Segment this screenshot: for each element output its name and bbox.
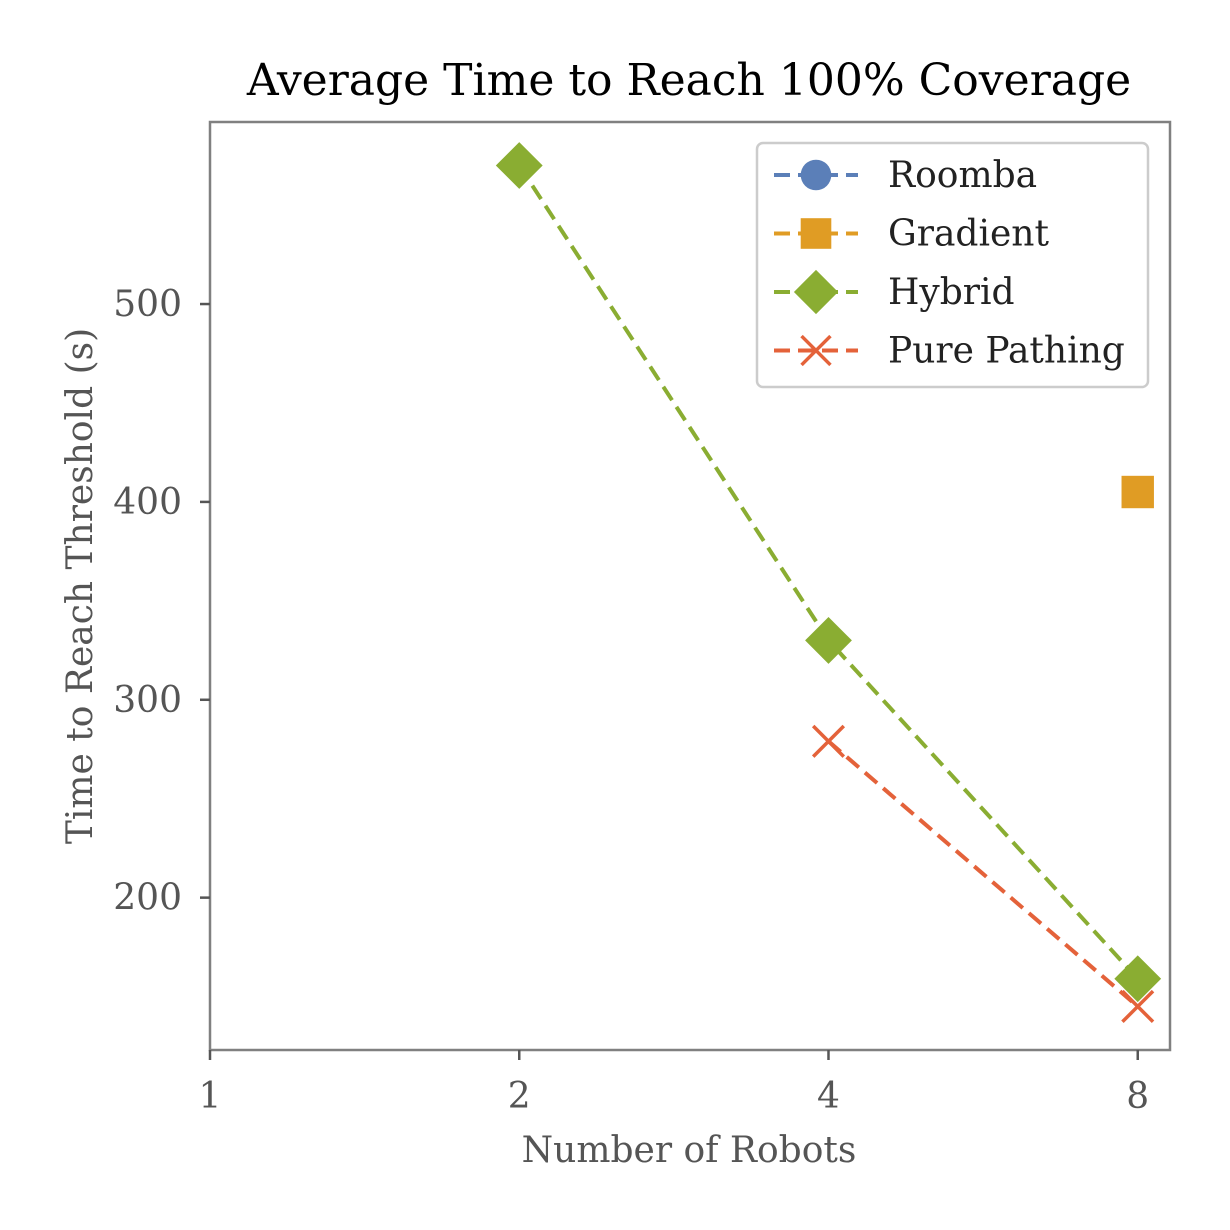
- pure-pathing-line: [827, 739, 1140, 1008]
- legend-roomba-marker: [800, 159, 832, 191]
- pure-pathing-point: [1121, 989, 1155, 1024]
- x-tick-label: 4: [817, 1076, 840, 1117]
- series-markers: [495, 142, 1162, 1024]
- pure-pathing-point: [811, 724, 846, 758]
- hybrid-point: [1114, 955, 1162, 1003]
- legend-box: [755, 141, 1150, 389]
- legend-roomba-label: Roomba: [888, 155, 1037, 196]
- legend-gradient-label: Gradient: [888, 214, 1049, 255]
- legend-pure-pathing-label: Pure Pathing: [888, 331, 1125, 372]
- legend-pure-pathing-marker: [800, 334, 832, 367]
- x-tick-label: 8: [1126, 1076, 1149, 1117]
- x-tick-label: 1: [199, 1076, 222, 1117]
- legend-gradient-marker: [800, 218, 832, 249]
- y-axis-label: Time to Reach Threshold (s): [60, 328, 101, 844]
- hybrid-point: [805, 617, 852, 664]
- gradient-point: [1121, 475, 1154, 509]
- y-tick-label: 500: [113, 284, 182, 325]
- legend-hybrid-marker: [793, 269, 839, 315]
- x-axis-label: Number of Robots: [522, 1130, 857, 1171]
- y-tick-label: 300: [113, 680, 182, 721]
- axis-ticks: 1 2 4 8 200 300 400 500: [113, 284, 1149, 1117]
- chart-title: Average Time to Reach 100% Coverage: [246, 55, 1131, 106]
- y-tick-label: 400: [113, 482, 182, 523]
- legend: Roomba Gradient Hybrid Pure Pathing: [755, 141, 1150, 389]
- x-tick-label: 2: [508, 1076, 531, 1117]
- hybrid-point: [495, 142, 543, 189]
- y-tick-label: 200: [113, 878, 182, 919]
- legend-hybrid-label: Hybrid: [888, 272, 1015, 313]
